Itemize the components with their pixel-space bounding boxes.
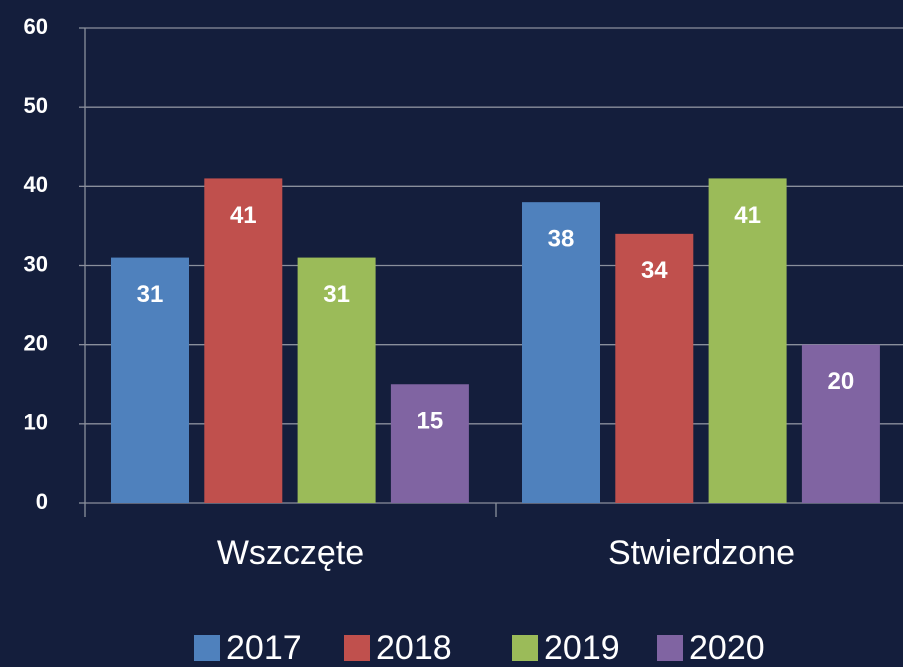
- data-label: 41: [734, 202, 761, 229]
- data-label: 34: [641, 257, 668, 284]
- y-tick-label: 20: [24, 330, 48, 355]
- y-tick-label: 50: [24, 93, 48, 118]
- y-tick-label: 30: [24, 251, 48, 276]
- data-label: 20: [828, 368, 855, 395]
- x-tick-label: Stwierdzone: [608, 534, 795, 572]
- legend-swatch: [194, 635, 220, 661]
- y-tick-label: 0: [36, 489, 48, 514]
- y-tick-label: 60: [24, 14, 48, 39]
- data-label: 31: [323, 281, 350, 308]
- legend-swatch: [657, 635, 683, 661]
- bar: [801, 344, 880, 503]
- legend-label: 2019: [544, 629, 620, 667]
- data-label: 41: [230, 202, 257, 229]
- bar: [390, 384, 469, 503]
- data-label: 15: [417, 408, 444, 435]
- bar: [615, 233, 694, 504]
- data-label: 31: [137, 281, 164, 308]
- bar: [297, 257, 376, 503]
- y-tick-label: 40: [24, 172, 48, 197]
- bar: [708, 178, 787, 503]
- legend-label: 2020: [689, 629, 765, 667]
- bar: [111, 257, 189, 503]
- bar: [204, 178, 283, 503]
- legend-label: 2018: [376, 629, 452, 667]
- data-label: 38: [548, 226, 575, 253]
- legend-label: 2017: [226, 629, 302, 667]
- legend-swatch: [512, 635, 538, 661]
- legend-swatch: [344, 635, 370, 661]
- x-tick-label: Wszczęte: [217, 534, 364, 572]
- y-tick-label: 10: [24, 410, 48, 435]
- bar: [522, 202, 600, 503]
